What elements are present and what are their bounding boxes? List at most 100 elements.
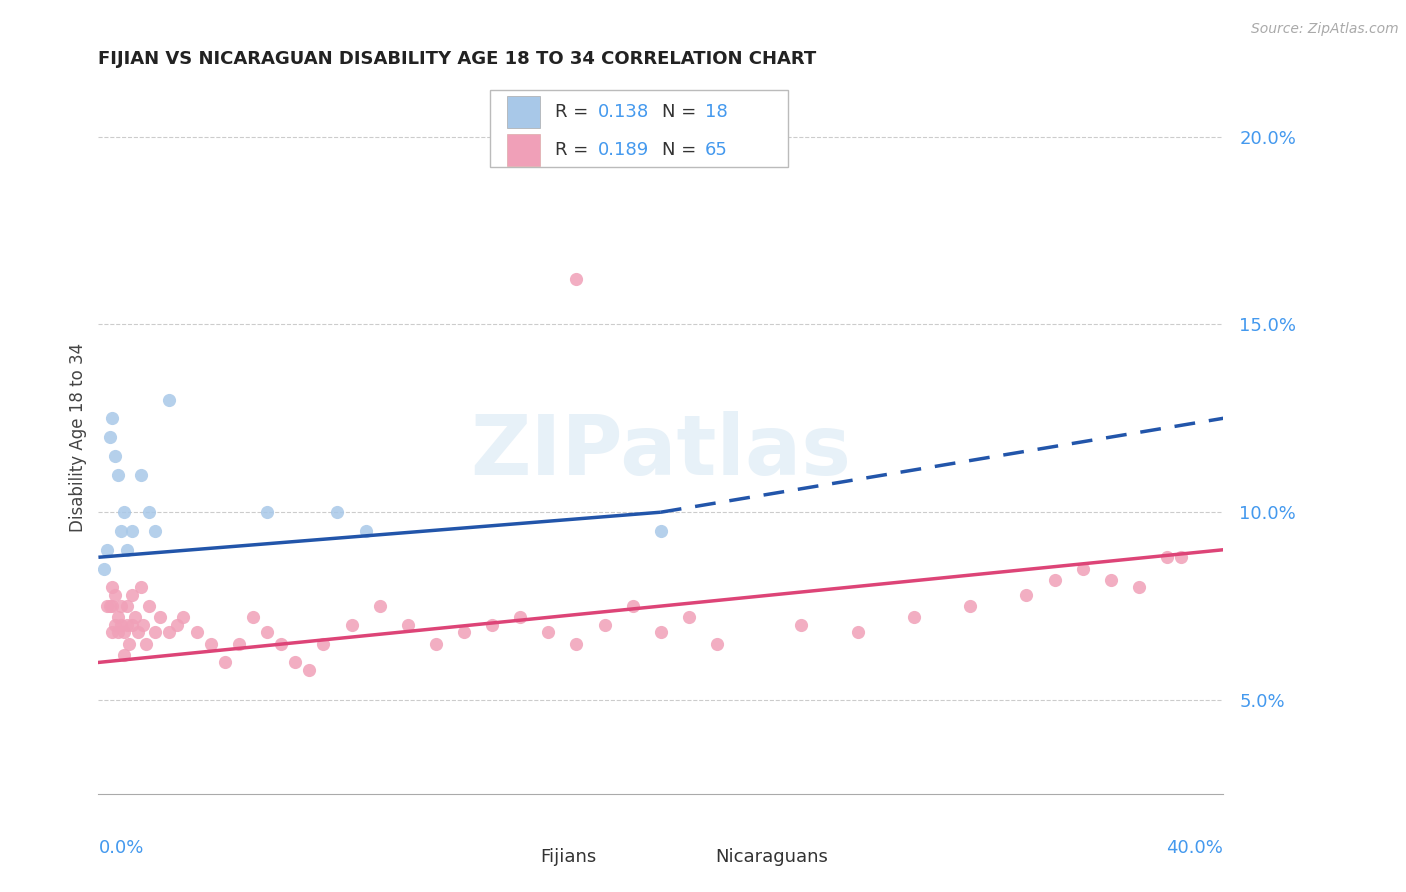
Point bbox=[396, 618, 419, 632]
Point bbox=[101, 599, 124, 613]
Point bbox=[214, 656, 236, 670]
Text: 18: 18 bbox=[704, 103, 727, 120]
Text: ZIPatlas: ZIPatlas bbox=[471, 411, 851, 491]
Text: Fijians: Fijians bbox=[540, 848, 596, 866]
Point bbox=[127, 625, 149, 640]
Point bbox=[537, 625, 560, 640]
Point bbox=[1015, 588, 1038, 602]
Point bbox=[340, 618, 363, 632]
Point bbox=[129, 580, 152, 594]
Point bbox=[481, 618, 503, 632]
Point bbox=[157, 392, 180, 407]
Point bbox=[256, 505, 278, 519]
Point bbox=[107, 625, 129, 640]
Point bbox=[706, 637, 728, 651]
Point bbox=[96, 599, 118, 613]
Point bbox=[354, 524, 377, 538]
FancyBboxPatch shape bbox=[498, 842, 531, 872]
Point bbox=[107, 467, 129, 482]
Point bbox=[453, 625, 475, 640]
Point bbox=[110, 618, 132, 632]
Text: 0.138: 0.138 bbox=[598, 103, 650, 120]
Point bbox=[115, 599, 138, 613]
Point bbox=[678, 610, 700, 624]
Point bbox=[228, 637, 250, 651]
Point bbox=[96, 542, 118, 557]
Point bbox=[107, 610, 129, 624]
Point bbox=[138, 505, 160, 519]
Text: N =: N = bbox=[662, 103, 702, 120]
Point bbox=[143, 524, 166, 538]
Point bbox=[565, 272, 588, 286]
Point bbox=[284, 656, 307, 670]
Point bbox=[650, 625, 672, 640]
Point bbox=[425, 637, 447, 651]
Point bbox=[104, 618, 127, 632]
Point bbox=[593, 618, 616, 632]
Point bbox=[132, 618, 155, 632]
Point bbox=[143, 625, 166, 640]
Point bbox=[509, 610, 531, 624]
Point bbox=[112, 648, 135, 662]
Text: R =: R = bbox=[555, 103, 595, 120]
Point bbox=[1170, 550, 1192, 565]
Point bbox=[166, 618, 188, 632]
Text: 0.0%: 0.0% bbox=[98, 839, 143, 857]
Point bbox=[1128, 580, 1150, 594]
Point bbox=[172, 610, 194, 624]
Point bbox=[112, 505, 135, 519]
FancyBboxPatch shape bbox=[489, 90, 787, 168]
Point bbox=[115, 542, 138, 557]
Point bbox=[115, 618, 138, 632]
Point bbox=[121, 588, 143, 602]
Point bbox=[110, 599, 132, 613]
Point bbox=[621, 599, 644, 613]
Point bbox=[121, 524, 143, 538]
Text: 40.0%: 40.0% bbox=[1167, 839, 1223, 857]
Point bbox=[149, 610, 172, 624]
Point bbox=[98, 599, 121, 613]
Text: 65: 65 bbox=[704, 142, 727, 160]
Point bbox=[959, 599, 981, 613]
Point bbox=[903, 610, 925, 624]
Point bbox=[846, 625, 869, 640]
Point bbox=[565, 637, 588, 651]
Point bbox=[242, 610, 264, 624]
FancyBboxPatch shape bbox=[672, 842, 706, 872]
Point bbox=[1043, 573, 1066, 587]
Point bbox=[368, 599, 391, 613]
Point bbox=[129, 467, 152, 482]
Point bbox=[93, 561, 115, 575]
Point bbox=[200, 637, 222, 651]
Point bbox=[326, 505, 349, 519]
Point bbox=[135, 637, 157, 651]
Point bbox=[101, 580, 124, 594]
Point bbox=[124, 610, 146, 624]
Point bbox=[110, 524, 132, 538]
Point bbox=[256, 625, 278, 640]
Point bbox=[118, 637, 141, 651]
Text: Source: ZipAtlas.com: Source: ZipAtlas.com bbox=[1251, 22, 1399, 37]
Point bbox=[157, 625, 180, 640]
Point bbox=[101, 625, 124, 640]
Point bbox=[1071, 561, 1094, 575]
Point bbox=[790, 618, 813, 632]
Point bbox=[298, 663, 321, 677]
Point bbox=[112, 625, 135, 640]
Point bbox=[121, 618, 143, 632]
Text: N =: N = bbox=[662, 142, 702, 160]
Point bbox=[186, 625, 208, 640]
Point bbox=[312, 637, 335, 651]
Text: 0.189: 0.189 bbox=[598, 142, 650, 160]
Text: Nicaraguans: Nicaraguans bbox=[714, 848, 828, 866]
Point bbox=[104, 449, 127, 463]
Text: R =: R = bbox=[555, 142, 595, 160]
Point bbox=[1156, 550, 1178, 565]
Y-axis label: Disability Age 18 to 34: Disability Age 18 to 34 bbox=[69, 343, 87, 532]
Point bbox=[98, 430, 121, 444]
Point bbox=[1099, 573, 1122, 587]
Text: FIJIAN VS NICARAGUAN DISABILITY AGE 18 TO 34 CORRELATION CHART: FIJIAN VS NICARAGUAN DISABILITY AGE 18 T… bbox=[98, 50, 817, 68]
Point bbox=[101, 411, 124, 425]
FancyBboxPatch shape bbox=[506, 135, 540, 167]
Point bbox=[104, 588, 127, 602]
